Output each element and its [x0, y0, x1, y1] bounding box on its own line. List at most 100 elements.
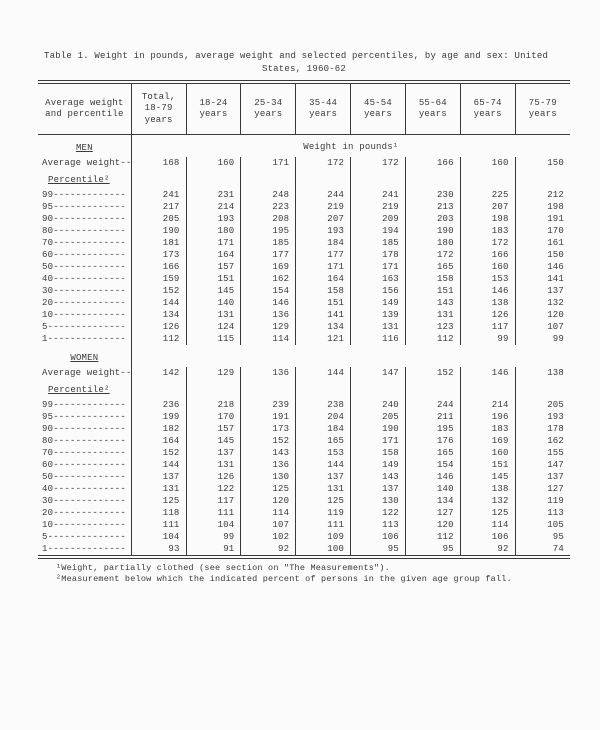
table-row: 30-------------125117120125130134132119: [38, 495, 570, 507]
cell: 117: [186, 495, 241, 507]
cell: 92: [460, 543, 515, 556]
cell: 150: [515, 157, 570, 169]
row-label: 99-------------: [38, 399, 131, 411]
cell: 111: [131, 519, 186, 531]
cell: 121: [296, 333, 351, 345]
cell: 219: [296, 201, 351, 213]
cell: 193: [296, 225, 351, 237]
cell: 132: [460, 495, 515, 507]
cell: 138: [460, 483, 515, 495]
header-row: Average weight and percentile Total, 18-…: [38, 84, 570, 134]
cell: 134: [131, 309, 186, 321]
table-row: 20-------------144140146151149143138132: [38, 297, 570, 309]
cell: 199: [131, 411, 186, 423]
cell: 205: [351, 411, 406, 423]
cell: 125: [460, 507, 515, 519]
pct-header-row: Percentile²: [38, 169, 570, 189]
cell: 190: [351, 423, 406, 435]
cell: 146: [515, 261, 570, 273]
cell: 171: [351, 435, 406, 447]
cell: 140: [405, 483, 460, 495]
cell: 177: [241, 249, 296, 261]
table-title-line2: States, 1960-62: [38, 64, 570, 74]
table-title-line1: Table 1. Weight in pounds, average weigh…: [38, 50, 570, 62]
cell: 114: [241, 507, 296, 519]
cell: 155: [515, 447, 570, 459]
cell: 143: [241, 447, 296, 459]
cell: 145: [460, 471, 515, 483]
cell: 141: [296, 309, 351, 321]
cell: 162: [515, 435, 570, 447]
col-header: 25-34 years: [241, 84, 296, 134]
cell: 178: [515, 423, 570, 435]
cell: 169: [460, 435, 515, 447]
cell: 162: [241, 273, 296, 285]
row-label: 50-------------: [38, 261, 131, 273]
cell: 99: [460, 333, 515, 345]
row-label: 1--------------: [38, 333, 131, 345]
table-row: 10-------------134131136141139131126120: [38, 309, 570, 321]
cell: 117: [460, 321, 515, 333]
cell: 217: [131, 201, 186, 213]
cell: 151: [405, 285, 460, 297]
cell: 123: [405, 321, 460, 333]
cell: 114: [241, 333, 296, 345]
cell: 172: [296, 157, 351, 169]
cell: 137: [131, 471, 186, 483]
table-row: 99-------------241231248244241230225212: [38, 189, 570, 201]
row-label: 95-------------: [38, 201, 131, 213]
cell: 154: [405, 459, 460, 471]
cell: 178: [351, 249, 406, 261]
cell: 164: [186, 249, 241, 261]
units-header: Weight in pounds¹: [131, 134, 570, 157]
cell: 183: [460, 423, 515, 435]
cell: 118: [131, 507, 186, 519]
cell: 99: [515, 333, 570, 345]
col-header: 65-74 years: [460, 84, 515, 134]
cell: 158: [296, 285, 351, 297]
cell: 171: [241, 157, 296, 169]
cell: 196: [460, 411, 515, 423]
cell: 177: [296, 249, 351, 261]
cell: 165: [405, 447, 460, 459]
cell: 146: [241, 297, 296, 309]
cell: 248: [241, 189, 296, 201]
table-row: 80-------------190180195193194190183170: [38, 225, 570, 237]
cell: 122: [186, 483, 241, 495]
table-row: 90-------------205193208207209203198191: [38, 213, 570, 225]
cell: 157: [186, 261, 241, 273]
cell: 91: [186, 543, 241, 556]
cell: 170: [515, 225, 570, 237]
cell: 173: [131, 249, 186, 261]
row-label: 5--------------: [38, 321, 131, 333]
cell: 156: [351, 285, 406, 297]
col-header: 35-44 years: [296, 84, 351, 134]
row-label: 5--------------: [38, 531, 131, 543]
cell: 166: [460, 249, 515, 261]
row-label: 40-------------: [38, 483, 131, 495]
cell: 112: [405, 531, 460, 543]
cell: 132: [515, 297, 570, 309]
row-label: 50-------------: [38, 471, 131, 483]
cell: 163: [351, 273, 406, 285]
table-row: 10-------------111104107111113120114105: [38, 519, 570, 531]
row-label: 80-------------: [38, 225, 131, 237]
row-label: 90-------------: [38, 213, 131, 225]
table-row: 70-------------181171185184185180172161: [38, 237, 570, 249]
cell: 152: [241, 435, 296, 447]
cell: 168: [131, 157, 186, 169]
cell: 161: [515, 237, 570, 249]
cell: 145: [186, 435, 241, 447]
cell: 158: [405, 273, 460, 285]
cell: 239: [241, 399, 296, 411]
cell: 131: [131, 483, 186, 495]
cell: 214: [186, 201, 241, 213]
cell: 104: [131, 531, 186, 543]
cell: 209: [351, 213, 406, 225]
row-label: Average weight--: [38, 367, 131, 379]
row-label: 60-------------: [38, 249, 131, 261]
cell: 154: [241, 285, 296, 297]
cell: 151: [186, 273, 241, 285]
cell: 244: [405, 399, 460, 411]
cell: 241: [351, 189, 406, 201]
